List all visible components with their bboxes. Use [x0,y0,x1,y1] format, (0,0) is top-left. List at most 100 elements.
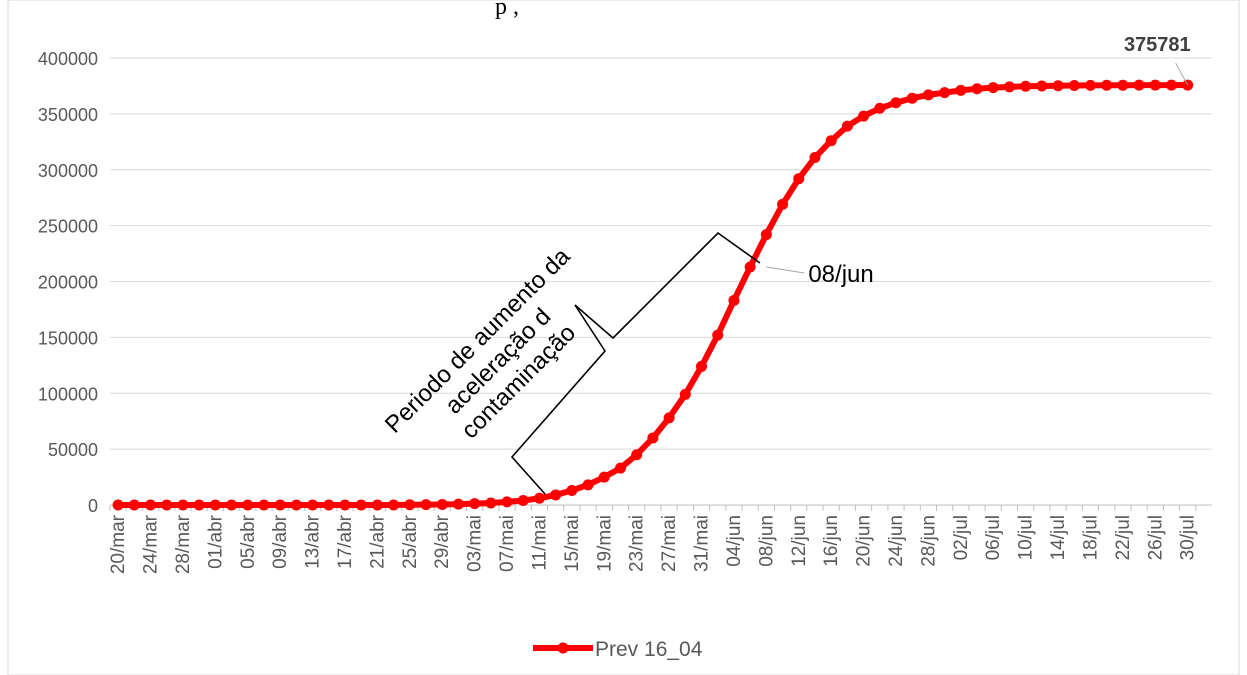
data-point [1149,79,1161,91]
data-point [290,499,302,511]
data-point [388,499,400,511]
data-point [728,294,740,306]
data-point [1003,81,1015,93]
data-point [371,499,383,511]
data-point [177,499,189,511]
data-point [404,499,416,511]
data-point [517,495,529,507]
data-point [614,462,626,474]
data-point [890,97,902,109]
data-point [533,492,545,504]
data-point [922,89,934,101]
bracket-shape [510,231,761,495]
x-tick-label: 17/abr [335,514,356,569]
x-tick-label: 18/jul [1080,515,1101,560]
data-point [485,497,497,509]
data-point [712,329,724,341]
data-point [955,84,967,96]
data-point [793,173,805,185]
data-point [550,489,562,501]
data-point [307,499,319,511]
y-tick-label: 200000 [38,273,98,293]
series-group [112,79,1194,511]
data-point [1117,79,1129,91]
data-point [744,261,756,273]
x-tick-label: 06/jul [983,515,1004,560]
y-tick-label: 0 [88,496,98,516]
data-point [598,471,610,483]
data-point [858,110,870,122]
x-tick-label: 02/jul [951,515,972,560]
x-tick-label: 23/mai [627,515,648,572]
x-tick-label: 28/jun [918,515,939,567]
x-tick-label: 20/mar [108,514,129,574]
bracket-annotation [510,231,761,495]
data-point [1084,79,1096,91]
data-point [1165,79,1177,91]
x-tick-label: 05/abr [238,514,259,569]
peak-value-label: 375781 [1124,34,1191,56]
data-point [436,498,448,510]
data-point [906,92,918,104]
legend-label: Prev 16_04 [595,638,703,661]
x-tick-label: 28/mar [173,514,194,574]
y-tick-label: 300000 [38,161,98,181]
data-point [939,87,951,99]
y-tick-label: 400000 [38,49,98,69]
x-tick-label: 12/jun [789,515,810,567]
x-tick-label: 24/jun [886,515,907,567]
data-point [971,83,983,95]
data-point [193,499,205,511]
x-tick-label: 22/jul [1113,515,1134,560]
x-tick-label: 11/mai [529,515,550,571]
data-point [339,499,351,511]
data-point [145,499,157,511]
x-tick-label: 27/mai [659,515,680,572]
y-tick-label: 350000 [38,105,98,125]
x-tick-label: 31/mai [692,515,713,572]
data-point [1052,80,1064,92]
x-tick-label: 16/jun [821,515,842,567]
data-point [258,499,270,511]
data-point [874,102,886,114]
x-tick-label: 04/jun [724,515,745,567]
data-point [355,499,367,511]
data-point [1020,80,1032,92]
data-point [274,499,286,511]
y-tick-label: 150000 [38,328,98,348]
data-point [582,479,594,491]
data-point [631,449,643,461]
legend-marker [557,642,569,654]
data-point [841,120,853,132]
x-tick-label: 30/jul [1178,515,1199,560]
data-point [696,360,708,372]
x-tick-label: 14/jul [1048,515,1069,560]
x-tick-label: 08/jun [756,515,777,567]
x-tick-label: 24/mar [141,514,162,574]
data-point [777,198,789,210]
data-point [501,496,513,508]
data-point [112,499,124,511]
gridlines [110,57,1212,450]
data-point [679,388,691,400]
y-axis: 0 50000 100000 150000 200000 250000 300000 3500… [38,49,98,516]
data-point [1036,80,1048,92]
data-point [825,135,837,147]
data-point [1068,79,1080,91]
callout-leader [1175,62,1189,86]
point-date-label: 08/jun [808,261,873,288]
x-tick-label: 25/abr [400,514,421,569]
data-point [663,412,675,424]
x-tick-label: 10/jul [1016,515,1037,560]
data-point [566,484,578,496]
x-tick-label: 03/mai [465,515,486,572]
x-tick-label: 20/jun [854,515,875,567]
data-point [161,499,173,511]
data-point [469,498,481,510]
x-tick-label: 01/abr [205,514,226,569]
data-point [323,499,335,511]
x-tick-label: 07/mai [497,515,518,572]
legend[interactable]: Prev 16_04 [533,638,703,661]
x-tick-label: 13/abr [303,514,324,569]
x-tick-label: 26/jul [1145,515,1166,560]
